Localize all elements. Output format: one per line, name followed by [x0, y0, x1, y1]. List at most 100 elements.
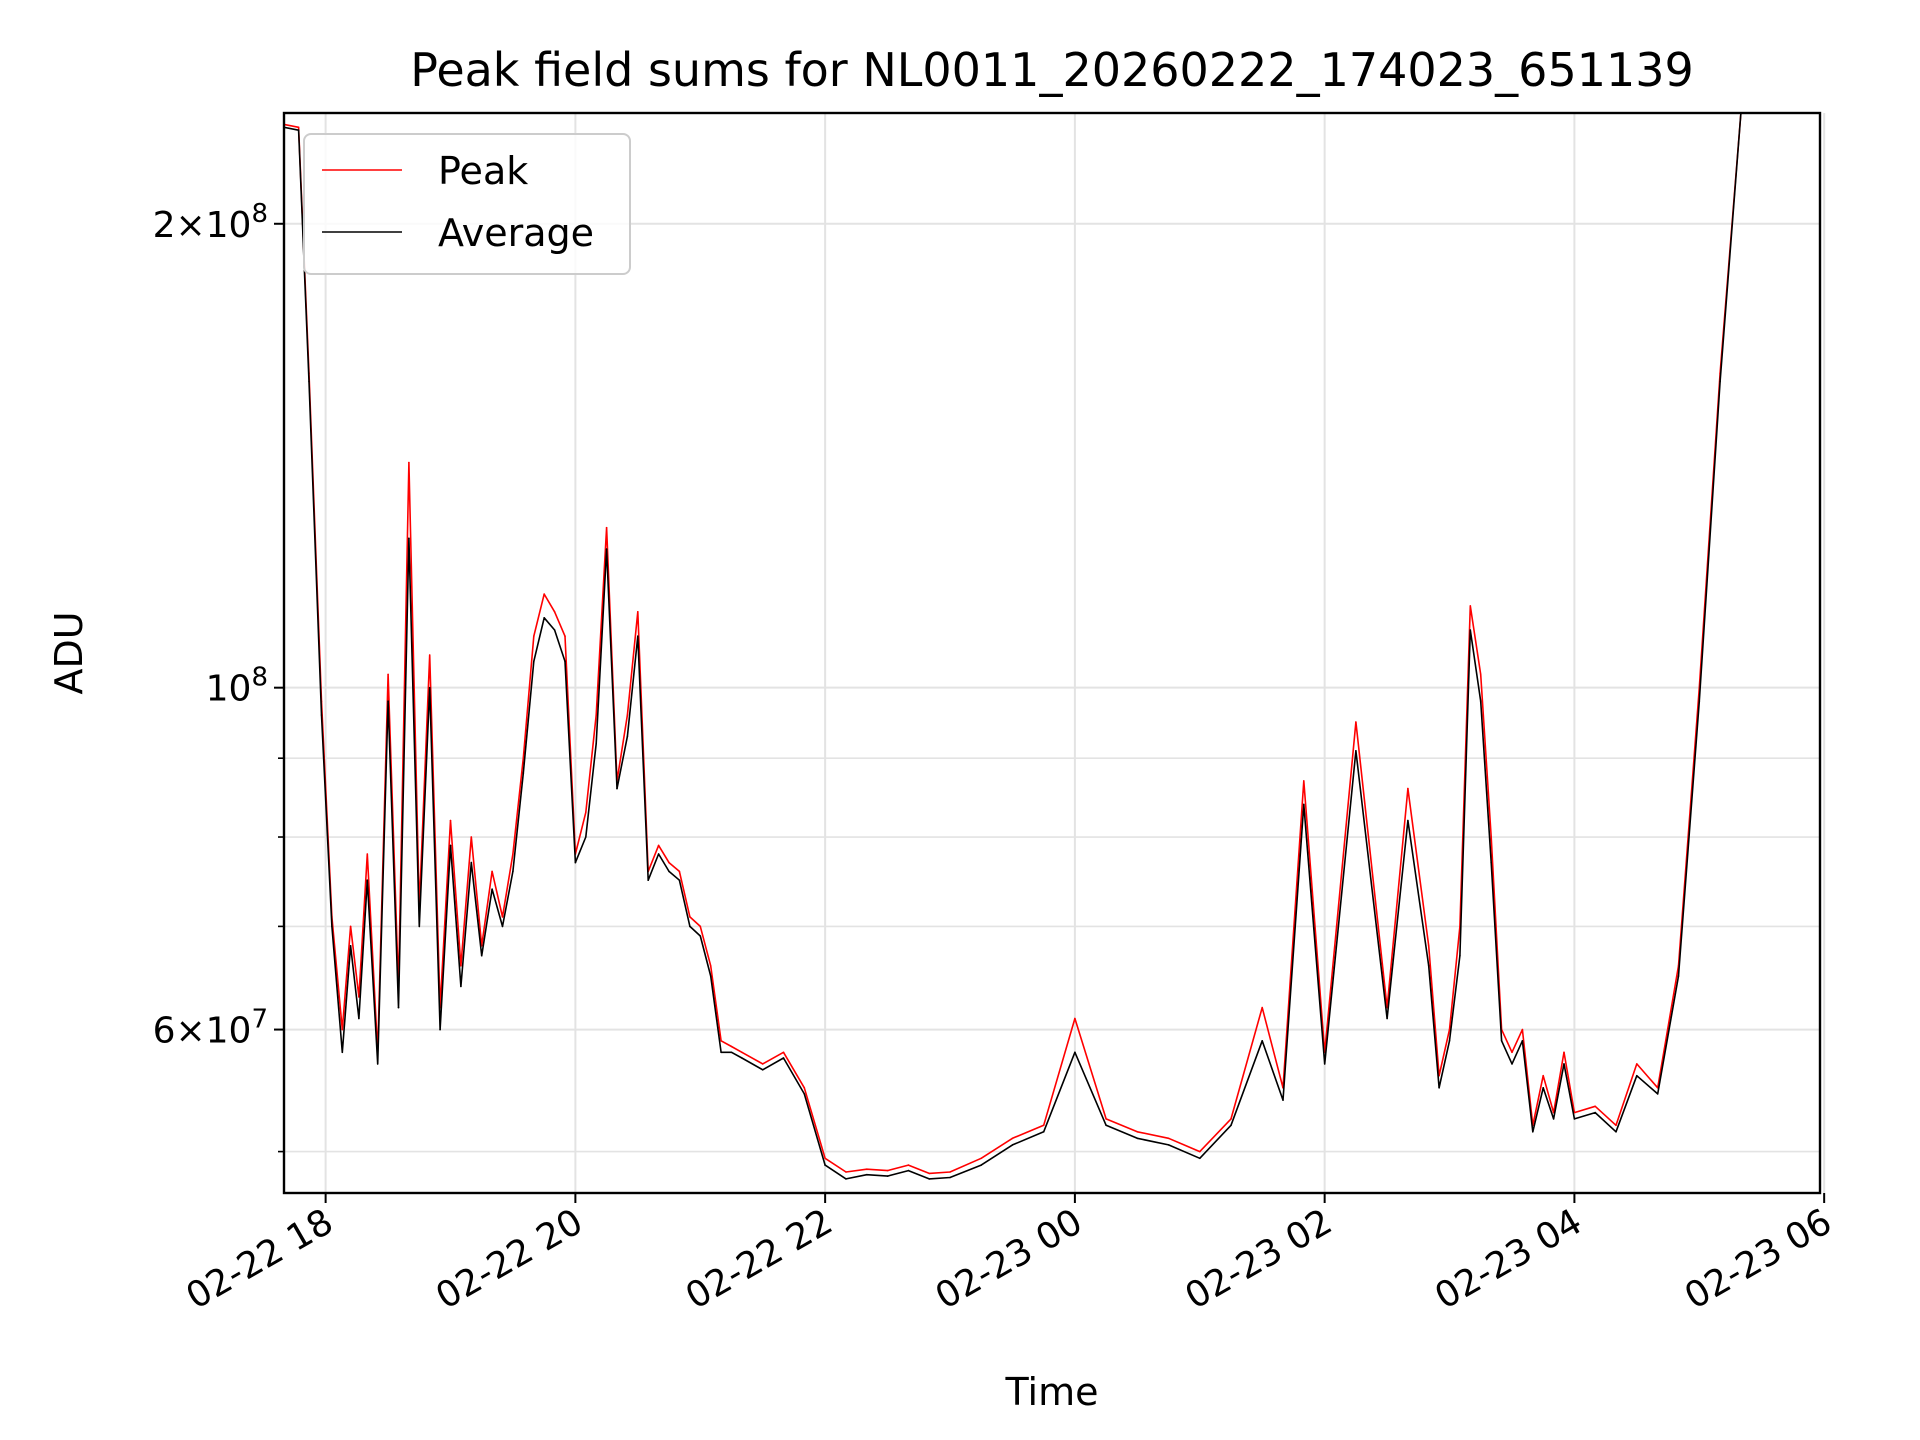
data-point: [297, 129, 300, 131]
data-point: [1323, 1063, 1326, 1065]
data-point: [647, 879, 649, 881]
data-point: [699, 935, 702, 937]
data-point: [449, 819, 452, 822]
data-point: [1521, 1028, 1524, 1031]
data-point: [845, 1171, 847, 1173]
data-point: [637, 635, 639, 637]
data-point: [741, 1051, 743, 1054]
data-point: [1448, 1028, 1451, 1031]
data-point: [657, 844, 660, 847]
data-point: [553, 629, 556, 631]
data-point: [1136, 1131, 1139, 1133]
data-point: [1500, 1040, 1503, 1042]
data-point: [543, 617, 545, 619]
data-point: [886, 1175, 889, 1177]
data-point: [1355, 750, 1357, 752]
data-point: [1105, 1118, 1107, 1120]
data-point: [1615, 1131, 1617, 1133]
data-point: [349, 945, 352, 947]
legend-box: [303, 133, 631, 275]
data-point: [320, 714, 323, 716]
data-point: [1011, 1144, 1014, 1146]
data-point: [803, 1093, 806, 1095]
data-point: [1230, 1124, 1232, 1127]
data-point: [341, 1051, 344, 1054]
data-point: [1719, 380, 1721, 383]
data-point: [866, 1173, 868, 1176]
data-point: [866, 1168, 868, 1170]
data-point: [428, 686, 431, 689]
data-point: [522, 772, 525, 774]
data-point: [1511, 1063, 1513, 1065]
data-point: [1636, 1074, 1638, 1077]
data-point: [470, 836, 473, 838]
y-tick-base: 2×10: [153, 205, 252, 246]
data-point: [491, 870, 493, 873]
data-point: [358, 1017, 360, 1020]
data-point: [1563, 1051, 1565, 1054]
data-point: [678, 879, 681, 881]
data-point: [1407, 819, 1409, 822]
data-point: [678, 870, 681, 873]
data-point: [1479, 700, 1482, 702]
data-point: [1469, 605, 1472, 607]
data-point: [1511, 1051, 1513, 1054]
data-point: [1573, 1118, 1576, 1120]
data-point: [761, 1063, 764, 1065]
data-point: [595, 714, 597, 716]
data-point: [1199, 1157, 1201, 1160]
data-point: [1261, 1006, 1263, 1009]
data-point: [543, 593, 545, 595]
data-point: [1469, 629, 1472, 631]
data-point: [1656, 1093, 1659, 1095]
data-point: [1011, 1137, 1014, 1140]
data-point: [637, 611, 639, 613]
data-point: [428, 654, 431, 656]
data-point: [1386, 1017, 1388, 1020]
data-point: [1594, 1111, 1596, 1114]
data-point: [1407, 787, 1409, 790]
y-tick-exponent: 8: [251, 663, 268, 693]
data-point: [1355, 721, 1357, 723]
data-point: [668, 870, 670, 873]
y-tick-exponent: 8: [251, 199, 268, 229]
y-tick-exponent: 7: [251, 1005, 268, 1035]
data-point: [605, 526, 608, 529]
data-point: [574, 861, 577, 864]
data-point: [845, 1178, 847, 1180]
data-point: [720, 1051, 722, 1054]
data-point: [1615, 1124, 1617, 1127]
data-point: [418, 925, 421, 928]
data-point: [626, 714, 629, 716]
data-point: [366, 853, 369, 855]
data-point: [387, 673, 389, 676]
data-point: [376, 1063, 379, 1065]
data-point: [297, 126, 300, 129]
data-point: [782, 1057, 785, 1059]
data-point: [1427, 945, 1430, 947]
data-point: [1199, 1150, 1201, 1153]
data-point: [1479, 673, 1482, 676]
data-point: [512, 853, 514, 855]
data-point: [616, 787, 618, 790]
data-point: [1542, 1074, 1544, 1077]
y-tick-base: 10: [206, 669, 252, 710]
legend-label-peak: Peak: [438, 149, 528, 193]
series-points-average: [284, 113, 1820, 1180]
data-point: [341, 1028, 344, 1031]
data-point: [564, 635, 566, 637]
data-point: [907, 1169, 910, 1172]
data-point: [1563, 1063, 1565, 1065]
data-point: [730, 1051, 733, 1054]
data-point: [1490, 861, 1492, 864]
data-point: [331, 925, 333, 928]
data-point: [980, 1164, 982, 1166]
y-tick-base: 6×10: [153, 1011, 252, 1052]
data-point: [668, 861, 670, 864]
data-point: [699, 925, 702, 928]
data-point: [907, 1164, 910, 1166]
data-point: [730, 1045, 733, 1048]
data-point: [1677, 975, 1680, 977]
data-point: [1532, 1131, 1534, 1133]
